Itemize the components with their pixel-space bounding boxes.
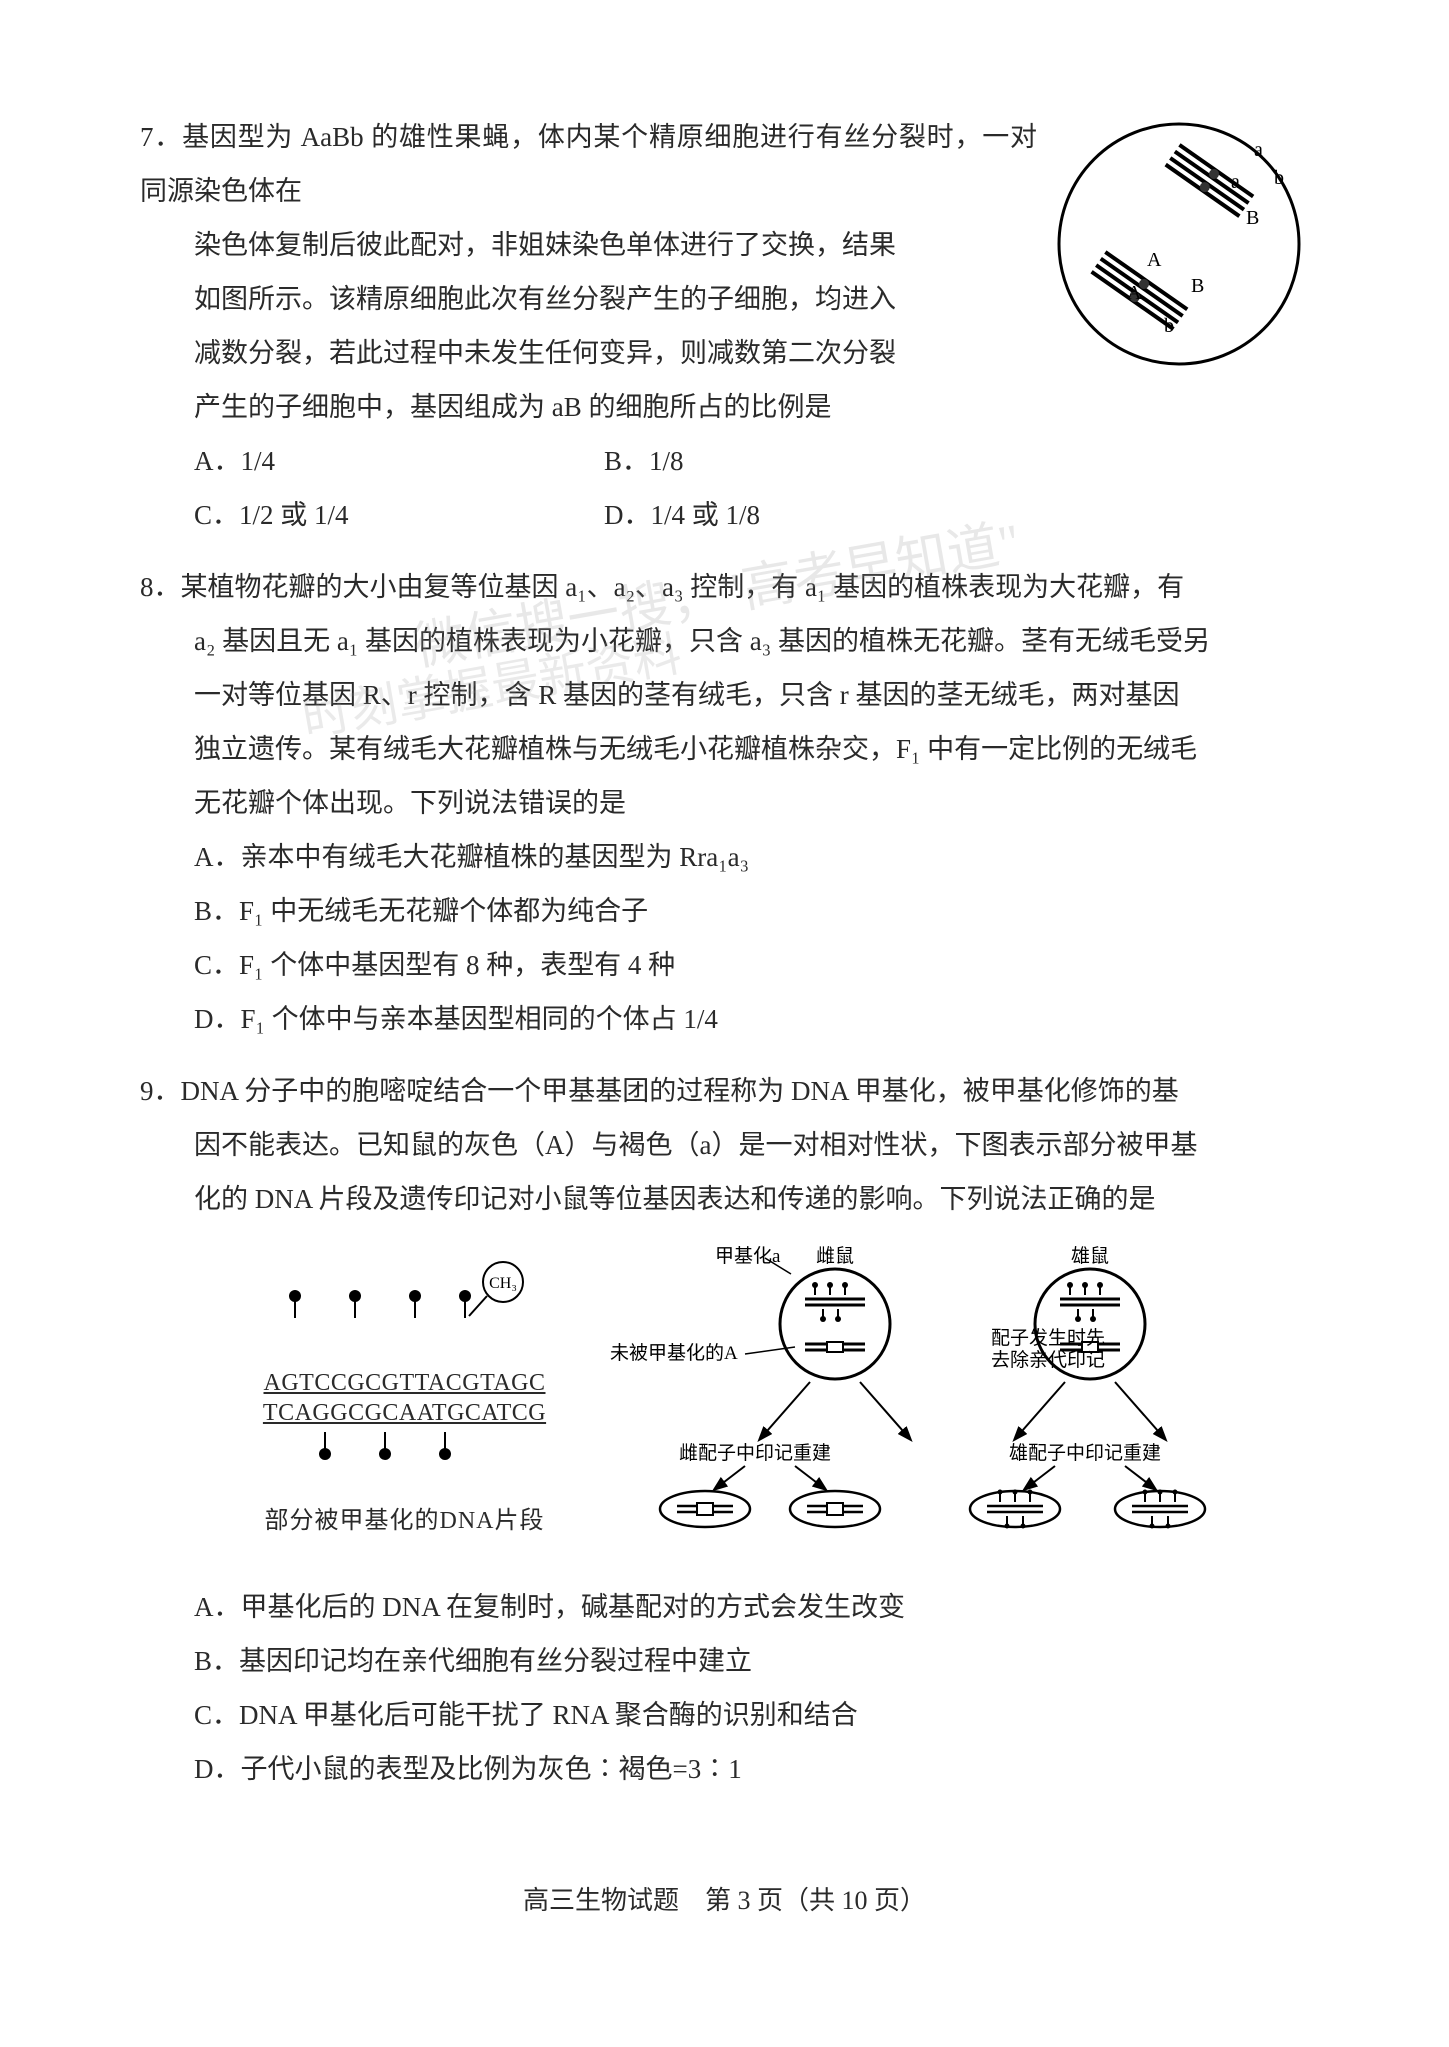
- q7-number: 7．: [140, 122, 182, 152]
- q9-line1: DNA 分子中的胞嘧啶结合一个甲基基团的过程称为 DNA 甲基化，被甲基化修饰的…: [181, 1076, 1179, 1106]
- q7-line5: 产生的子细胞中，基因组成为 aB 的细胞所占的比例是: [140, 380, 1309, 434]
- q8-line4: 独立遗传。某有绒毛大花瓣植株与无绒毛小花瓣植株杂交，F₁ 中有一定比例的无绒毛: [140, 722, 1309, 776]
- unmethyl-A-label: 未被甲基化的A: [610, 1342, 738, 1364]
- q7-line1: 基因型为 AaBb 的雄性果蝇，体内某个精原细胞进行有丝分裂时，一对同源染色体在: [140, 122, 1037, 206]
- dna-top-seq: AGTCCGCGTTACGTAGC: [235, 1368, 575, 1398]
- question-9: 9．DNA 分子中的胞嘧啶结合一个甲基基团的过程称为 DNA 甲基化，被甲基化修…: [140, 1064, 1309, 1796]
- q8-optB: B．F₁ 中无绒毛无花瓣个体都为纯合子: [140, 884, 1309, 938]
- q7-options-row2: C．1/2 或 1/4 D．1/4 或 1/8: [140, 488, 1309, 542]
- label-B2: B: [1191, 275, 1204, 297]
- imprint-figure: 甲基化a 雌鼠 雄鼠: [605, 1244, 1245, 1552]
- methylated-a-label: 甲基化a: [715, 1245, 781, 1267]
- q8-optA: A．亲本中有绒毛大花瓣植株的基因型为 Rra₁a₃: [140, 830, 1309, 884]
- q9-optB: B．基因印记均在亲代细胞有丝分裂过程中建立: [140, 1634, 1309, 1688]
- q7-optD: D．1/4 或 1/8: [604, 488, 760, 542]
- label-A1: A: [1147, 249, 1162, 271]
- dna-bottom-lollipops-icon: [235, 1428, 575, 1468]
- question-8: 8．某植物花瓣的大小由复等位基因 a₁、a₂、a₃ 控制，有 a₁ 基因的植株表…: [140, 560, 1309, 1046]
- label-b1: b: [1274, 167, 1284, 189]
- q8-line1: 某植物花瓣的大小由复等位基因 a₁、a₂、a₃ 控制，有 a₁ 基因的植株表现为…: [181, 572, 1185, 602]
- gamete-4: [1115, 1490, 1205, 1529]
- gamete-1: [660, 1491, 750, 1527]
- question-7: a a b B A A B b 7．基因型为 AaBb: [140, 110, 1309, 542]
- female-label: 雌鼠: [815, 1245, 853, 1267]
- q9-optC: C．DNA 甲基化后可能干扰了 RNA 聚合酶的识别和结合: [140, 1688, 1309, 1742]
- erase-label-2: 去除亲代印记: [991, 1349, 1105, 1371]
- q7-optB: B．1/8: [604, 434, 684, 488]
- q7-options-row1: A．1/4 B．1/8: [140, 434, 1309, 488]
- male-label: 雄鼠: [1070, 1245, 1108, 1267]
- male-rebuild-label: 雄配子中印记重建: [1008, 1442, 1160, 1464]
- label-b2: b: [1164, 315, 1174, 337]
- label-a1: a: [1254, 139, 1263, 161]
- q8-line3: 一对等位基因 R、r 控制，含 R 基因的茎有绒毛，只含 r 基因的茎无绒毛，两…: [140, 668, 1309, 722]
- q9-number: 9．: [140, 1076, 181, 1106]
- q8-optD: D．F₁ 个体中与亲本基因型相同的个体占 1/4: [140, 992, 1309, 1046]
- q7-optA: A．1/4: [194, 434, 604, 488]
- erase-label-1: 配子发生时先: [991, 1327, 1105, 1349]
- dna-bottom-seq: TCAGGCGCAATGCATCG: [235, 1398, 575, 1428]
- q9-stem: 9．DNA 分子中的胞嘧啶结合一个甲基基团的过程称为 DNA 甲基化，被甲基化修…: [140, 1064, 1309, 1118]
- q8-line2: a₂ 基因且无 a₁ 基因的植株表现为小花瓣，只含 a₃ 基因的植株无花瓣。茎有…: [140, 614, 1309, 668]
- q9-optA: A．甲基化后的 DNA 在复制时，碱基配对的方式会发生改变: [140, 1580, 1309, 1634]
- q7-optC: C．1/2 或 1/4: [194, 488, 604, 542]
- label-A2: A: [1127, 282, 1142, 304]
- chromosome-diagram-icon: a a b B A A B b: [1049, 114, 1309, 374]
- q9-line2: 因不能表达。已知鼠的灰色（A）与褐色（a）是一对相对性状，下图表示部分被甲基: [140, 1118, 1309, 1172]
- page-footer: 高三生物试题 第 3 页（共 10 页）: [0, 1875, 1449, 1927]
- label-B1: B: [1246, 207, 1259, 229]
- dna-fragment-figure: CH₃ AGTCCGCGTTACGTAGC TCAGGCGCAATGCATCG …: [235, 1260, 575, 1536]
- q9-line3: 化的 DNA 片段及遗传印记对小鼠等位基因表达和传递的影响。下列说法正确的是: [140, 1172, 1309, 1226]
- q9-diagrams: CH₃ AGTCCGCGTTACGTAGC TCAGGCGCAATGCATCG …: [140, 1244, 1309, 1552]
- dna-caption: 部分被甲基化的DNA片段: [235, 1506, 575, 1536]
- genomic-imprinting-icon: 甲基化a 雌鼠 雄鼠: [605, 1244, 1245, 1534]
- gamete-3: [970, 1490, 1060, 1529]
- gamete-2: [790, 1491, 880, 1527]
- q8-number: 8．: [140, 572, 181, 602]
- label-a2: a: [1231, 171, 1240, 193]
- q8-stem: 8．某植物花瓣的大小由复等位基因 a₁、a₂、a₃ 控制，有 a₁ 基因的植株表…: [140, 560, 1309, 614]
- female-rebuild-label: 雌配子中印记重建: [678, 1442, 830, 1464]
- q9-optD: D．子代小鼠的表型及比例为灰色∶褐色=3∶1: [140, 1742, 1309, 1796]
- svg-text:CH₃: CH₃: [489, 1275, 517, 1292]
- q8-optC: C．F₁ 个体中基因型有 8 种，表型有 4 种: [140, 938, 1309, 992]
- dna-methylation-icon: CH₃: [235, 1260, 575, 1360]
- q7-figure: a a b B A A B b: [1049, 114, 1309, 374]
- q8-line5: 无花瓣个体出现。下列说法错误的是: [140, 776, 1309, 830]
